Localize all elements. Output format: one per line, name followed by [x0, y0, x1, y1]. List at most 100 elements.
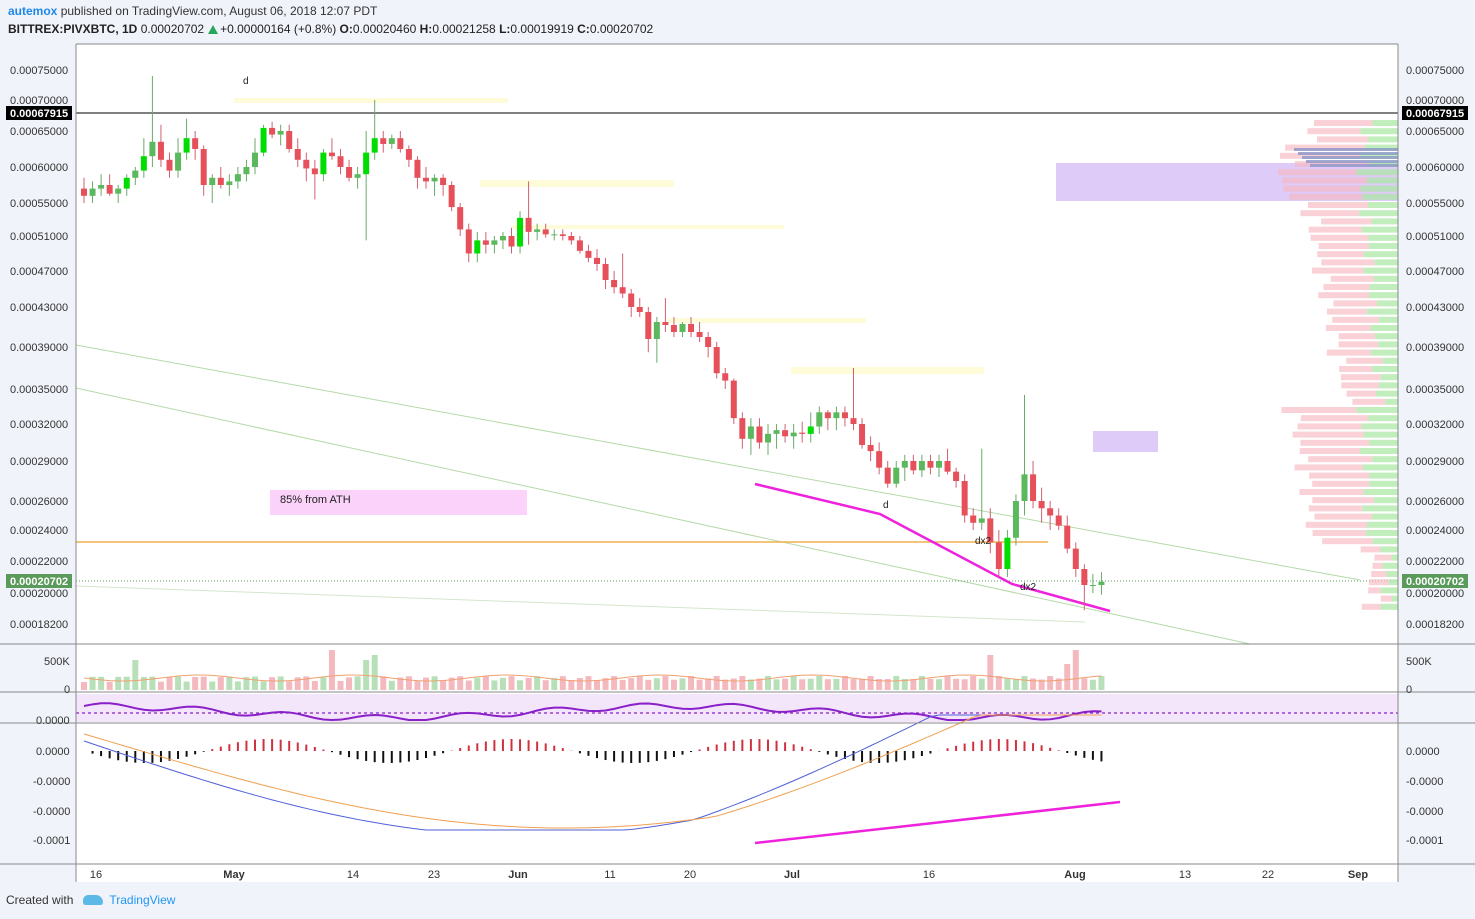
volume-profile-bar-up: [1363, 489, 1398, 495]
candle-body: [363, 152, 370, 175]
candle-body: [508, 236, 515, 247]
volume-profile-bar-up: [1391, 554, 1398, 561]
volume-profile-bar-down: [1317, 251, 1364, 258]
volume-profile-bar-down: [1308, 456, 1373, 463]
candle-body: [670, 325, 677, 332]
ath-note: 85% from ATH: [280, 494, 351, 506]
candle-body: [277, 131, 284, 135]
time-tick: May: [223, 869, 245, 881]
candle-body: [499, 236, 506, 241]
candle-body: [423, 177, 429, 182]
time-tick: Jun: [508, 869, 528, 881]
macd-tick-left: -0.0000: [33, 776, 70, 788]
volume-bar: [859, 678, 866, 690]
volume-profile-bar-down: [1325, 325, 1371, 331]
candle-body: [81, 188, 87, 196]
volume-bar: [166, 676, 173, 690]
volume-profile-bar-down: [1338, 333, 1375, 340]
volume-profile-bar-down: [1323, 284, 1370, 290]
volume-bar: [893, 676, 900, 690]
candle-body: [901, 461, 908, 468]
volume-tick-right: 500K: [1406, 656, 1432, 668]
candle-body: [995, 542, 1002, 569]
candle-body: [1072, 548, 1079, 569]
resistance-zone: [668, 318, 866, 323]
volume-profile-bar-down: [1338, 341, 1379, 348]
candle-body: [465, 229, 472, 254]
low-value: 0.00019919: [510, 22, 574, 36]
candle-body: [517, 217, 524, 247]
candle-body: [132, 170, 139, 178]
volume-bar: [628, 678, 635, 690]
volume-bar: [559, 676, 566, 690]
volume-bar: [423, 677, 429, 690]
candle-body: [166, 159, 173, 171]
volume-profile-bar-down: [1346, 390, 1376, 397]
candle-body: [807, 426, 814, 434]
volume-profile-bar-up: [1375, 390, 1398, 397]
candle-body: [226, 181, 233, 185]
price-tick-left: 0.00032000: [10, 419, 68, 431]
candle-body: [457, 207, 464, 230]
volume-profile-bar-up: [1378, 341, 1398, 348]
candle-body: [397, 138, 404, 149]
divergence-line-macd: [754, 800, 1121, 845]
price-tick-left: 0.00075000: [10, 65, 68, 77]
candle-body: [380, 138, 387, 144]
volume-bar: [824, 679, 831, 690]
volume-profile-bar-down: [1278, 169, 1357, 176]
volume-profile-bar-down: [1283, 185, 1361, 192]
volume-bar: [243, 677, 250, 690]
candle-body: [730, 380, 737, 419]
volume-bar: [346, 677, 353, 690]
candle-body: [936, 461, 942, 468]
volume-bar: [132, 660, 139, 690]
price-chart[interactable]: 0.00075000 0.00075000 0.00070000 0.00070000…: [0, 38, 1475, 886]
macd-tick-right: -0.0001: [1406, 835, 1443, 847]
volume-profile-bar-down: [1380, 595, 1392, 602]
volume-profile-bar-down: [1339, 366, 1373, 372]
volume-profile-poc: [1302, 156, 1398, 159]
time-tick: 23: [428, 869, 440, 881]
volume-bar: [790, 676, 797, 690]
open-value: 0.00020460: [352, 22, 417, 36]
volume-profile-bar-down: [1294, 464, 1363, 471]
volume-profile-bar-down: [1310, 234, 1369, 241]
volume-profile-bar-down: [1346, 357, 1383, 364]
volume-bar: [157, 681, 164, 690]
candle-body: [653, 322, 660, 339]
volume-bar: [611, 676, 618, 690]
candle-body: [559, 234, 566, 236]
macd-tick-right: 0.0000: [1406, 746, 1440, 758]
volume-profile-bar-up: [1371, 513, 1398, 520]
price-tick-left: 0.00065000: [10, 126, 68, 138]
price-tick-left: 0.00035000: [10, 384, 68, 396]
candle-body: [918, 461, 925, 471]
volume-bar: [730, 678, 737, 690]
volume-profile-bar-up: [1369, 292, 1398, 299]
time-tick: Aug: [1064, 869, 1085, 881]
volume-bar: [149, 676, 156, 690]
candle-body: [619, 287, 626, 294]
price-tick-right: 0.00075000: [1406, 65, 1464, 77]
candle-body: [371, 138, 378, 153]
volume-profile-bar-up: [1380, 603, 1398, 610]
volume-profile-bar-up: [1373, 275, 1398, 282]
price-tick-left: 0.00060000: [10, 162, 68, 174]
candle-body: [602, 264, 609, 280]
candle-body: [1098, 581, 1105, 585]
author-link[interactable]: autemox: [8, 4, 58, 18]
candle-body: [645, 312, 652, 339]
volume-profile-bar-down: [1305, 521, 1368, 528]
level-badge-right: [1402, 106, 1468, 120]
candle-body: [568, 236, 575, 241]
volume-profile-bar-up: [1368, 202, 1398, 208]
tradingview-link[interactable]: TradingView: [109, 893, 176, 907]
volume-bar: [405, 676, 412, 690]
candle-body: [927, 461, 934, 468]
drawing-note: dx2: [975, 536, 992, 547]
volume-bar: [525, 677, 532, 690]
price-tick-left: 0.00020000: [10, 588, 68, 600]
volume-bar: [619, 679, 626, 690]
volume-bar: [388, 680, 395, 690]
